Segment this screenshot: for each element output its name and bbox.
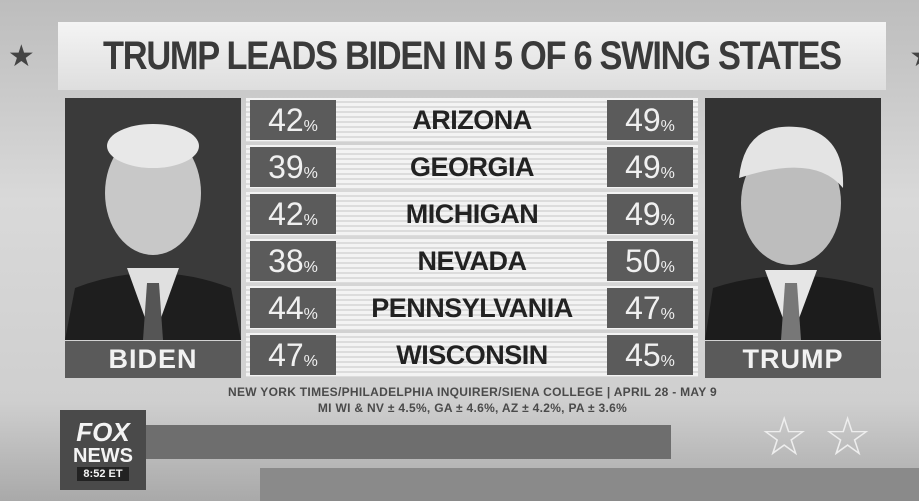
percentage-number: 42 [268,196,304,232]
trump-percentage: 49% [607,147,693,187]
title-bar: ★ TRUMP LEADS BIDEN IN 5 OF 6 SWING STAT… [8,22,919,90]
portrait [705,98,881,340]
trump-photo [705,98,881,340]
percentage-sign: % [303,259,318,276]
percentage-sign: % [303,212,318,229]
percentage-number: 45 [625,337,661,373]
state-name: MICHIGAN [405,198,539,229]
percentage-sign: % [660,118,675,135]
candidate-name: BIDEN [65,341,241,378]
percentage-sign: % [303,165,318,182]
network-logo: FOX NEWS 8:52 ET [60,410,146,490]
biden-percentage: 42% [250,100,336,140]
trump-percentage: 45% [607,335,693,375]
percentage-sign: % [660,306,675,323]
biden-percentage: 39% [250,147,336,187]
percentage-number: 38 [268,243,304,279]
state-name: WISCONSIN [396,339,548,370]
percentage-number: 47 [268,337,304,373]
biden-percentage: 47% [250,335,336,375]
star-icon: ★ [7,39,44,73]
source-line: NEW YORK TIMES/PHILADELPHIA INQUIRER/SIE… [227,385,717,399]
percentage-number: 50 [625,243,661,279]
logo-text: FOX [76,417,130,447]
percentage-sign: % [660,165,675,182]
percentage-number: 42 [268,102,304,138]
biden-percentage: 44% [250,288,336,328]
percentage-number: 47 [625,290,661,326]
percentage-sign: % [303,306,318,323]
trump-percentage: 49% [607,194,693,234]
portrait [65,98,241,340]
lower-bar [260,468,919,501]
biden-percentage: 42% [250,194,336,234]
star-icon: ★ [901,39,919,74]
logo-text: NEWS [73,445,133,467]
percentage-sign: % [660,259,675,276]
state-name: PENNSYLVANIA [371,292,573,323]
state-name: NEVADA [417,245,527,276]
percentage-sign: % [303,118,318,135]
percentage-number: 44 [268,290,304,326]
percentage-sign: % [303,353,318,370]
candidate-name: TRUMP [705,341,881,378]
star-decoration: ☆ ☆ [760,407,872,467]
trump-percentage: 47% [607,288,693,328]
trump-percentage: 50% [607,241,693,281]
biden-percentage: 38% [250,241,336,281]
title: TRUMP LEADS BIDEN IN 5 OF 6 SWING STATES [103,33,842,78]
state-name: ARIZONA [412,104,532,135]
lower-bar [146,425,671,459]
clock: 8:52 ET [77,467,129,481]
biden-photo [65,98,241,340]
percentage-number: 49 [625,196,661,232]
percentage-sign: % [660,353,675,370]
percentage-number: 49 [625,102,661,138]
state-name: GEORGIA [409,151,535,182]
percentage-sign: % [660,212,675,229]
trump-percentage: 49% [607,100,693,140]
source-line: MI WI & NV ± 4.5%, GA ± 4.6%, AZ ± 4.2%,… [317,401,628,415]
percentage-number: 39 [268,149,304,185]
percentage-number: 49 [625,149,661,185]
